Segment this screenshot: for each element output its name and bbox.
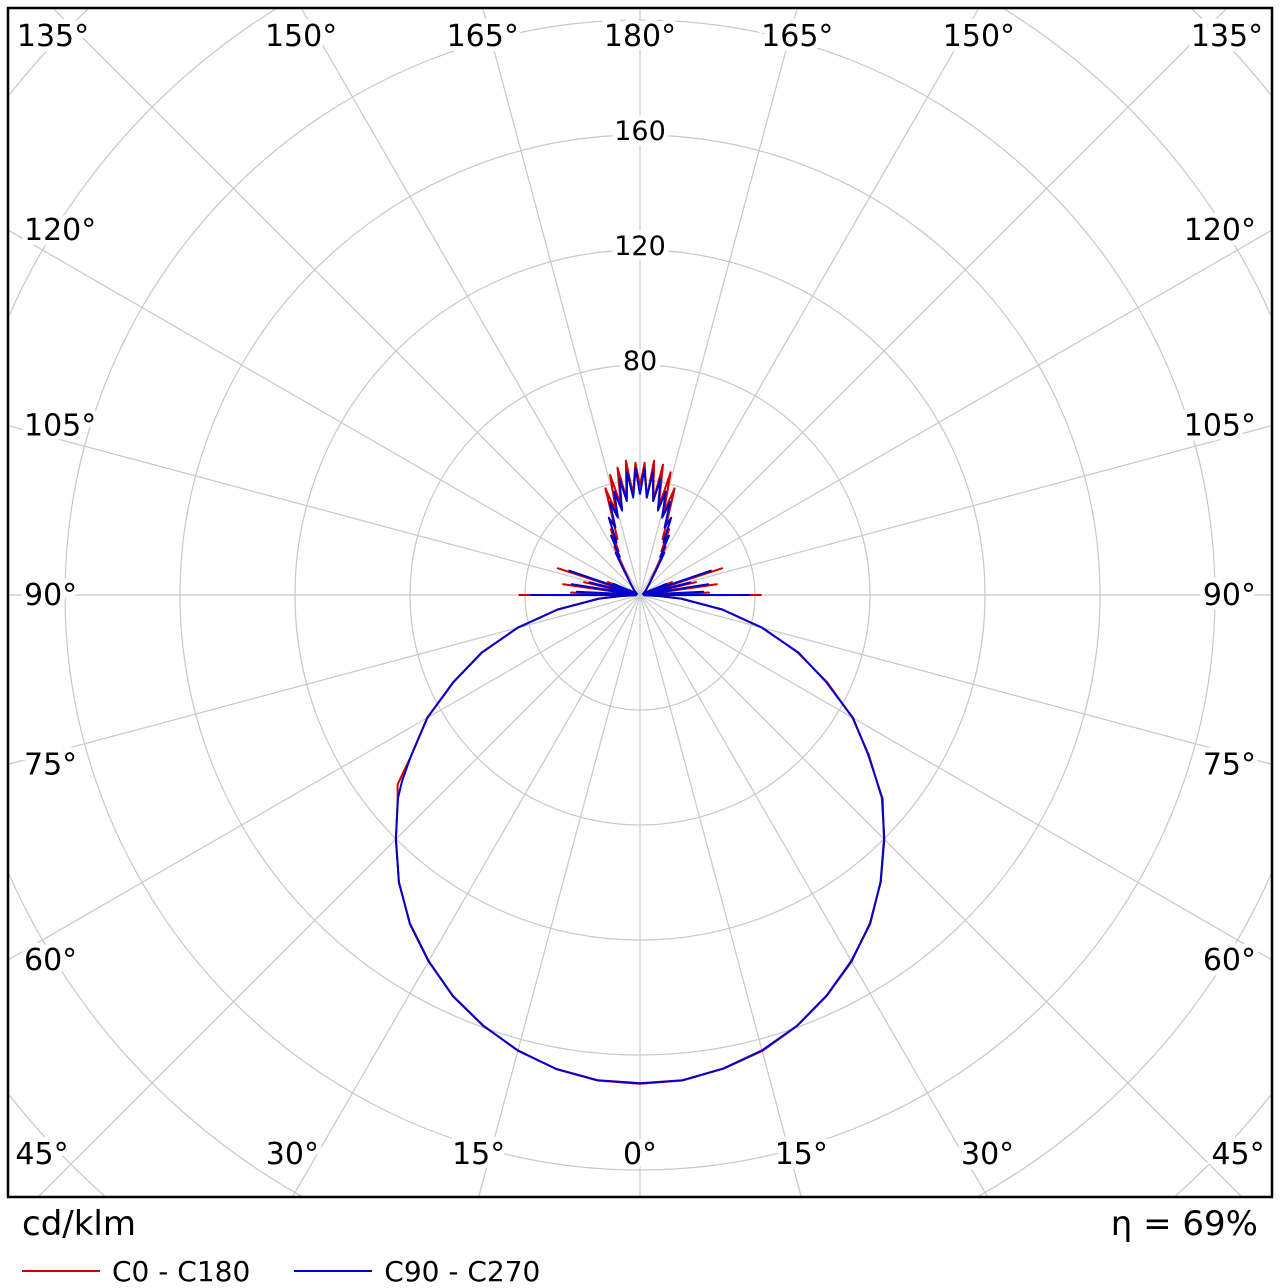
svg-text:45°: 45° [15, 1137, 68, 1172]
svg-text:0°: 0° [623, 1137, 657, 1172]
svg-text:60°: 60° [1203, 943, 1256, 978]
svg-text:30°: 30° [961, 1137, 1014, 1172]
svg-text:180°: 180° [604, 19, 676, 54]
svg-text:60°: 60° [24, 943, 77, 978]
svg-text:105°: 105° [1184, 409, 1256, 444]
legend: cd/klm η = 69% C0 - C180 C90 - C270 [0, 1204, 1280, 1288]
svg-text:150°: 150° [943, 19, 1015, 54]
svg-text:120: 120 [614, 231, 666, 262]
svg-text:90°: 90° [1203, 578, 1256, 613]
svg-text:160: 160 [614, 116, 666, 147]
svg-text:30°: 30° [266, 1137, 319, 1172]
svg-text:105°: 105° [24, 409, 96, 444]
efficiency-value: η = 69% [1110, 1204, 1258, 1244]
svg-text:150°: 150° [265, 19, 337, 54]
svg-text:165°: 165° [447, 19, 519, 54]
series-line-swatch-c0 [22, 1270, 100, 1273]
polar-chart: 0° 15° 15° 30° 30° 45° 45° 60° 60° 75° 75° 90° 90° 10… [6, 6, 1274, 1199]
series-label-c90: C90 - C270 [384, 1254, 541, 1288]
svg-text:120°: 120° [24, 213, 96, 248]
series-line-swatch-c90 [294, 1270, 373, 1273]
legend-entry-c90: C90 - C270 [294, 1255, 540, 1288]
svg-text:75°: 75° [24, 747, 77, 782]
svg-text:45°: 45° [1211, 1137, 1264, 1172]
svg-text:135°: 135° [1191, 19, 1263, 54]
series-label-c0: C0 - C180 [112, 1254, 251, 1288]
svg-text:15°: 15° [775, 1137, 828, 1172]
svg-text:75°: 75° [1203, 747, 1256, 782]
svg-text:135°: 135° [17, 19, 89, 54]
svg-text:80: 80 [623, 346, 657, 377]
svg-text:120°: 120° [1184, 213, 1256, 248]
legend-entry-c0: C0 - C180 [22, 1255, 250, 1288]
svg-text:165°: 165° [761, 19, 833, 54]
svg-text:90°: 90° [24, 578, 77, 613]
units-label: cd/klm [22, 1204, 136, 1244]
svg-text:15°: 15° [452, 1137, 505, 1172]
